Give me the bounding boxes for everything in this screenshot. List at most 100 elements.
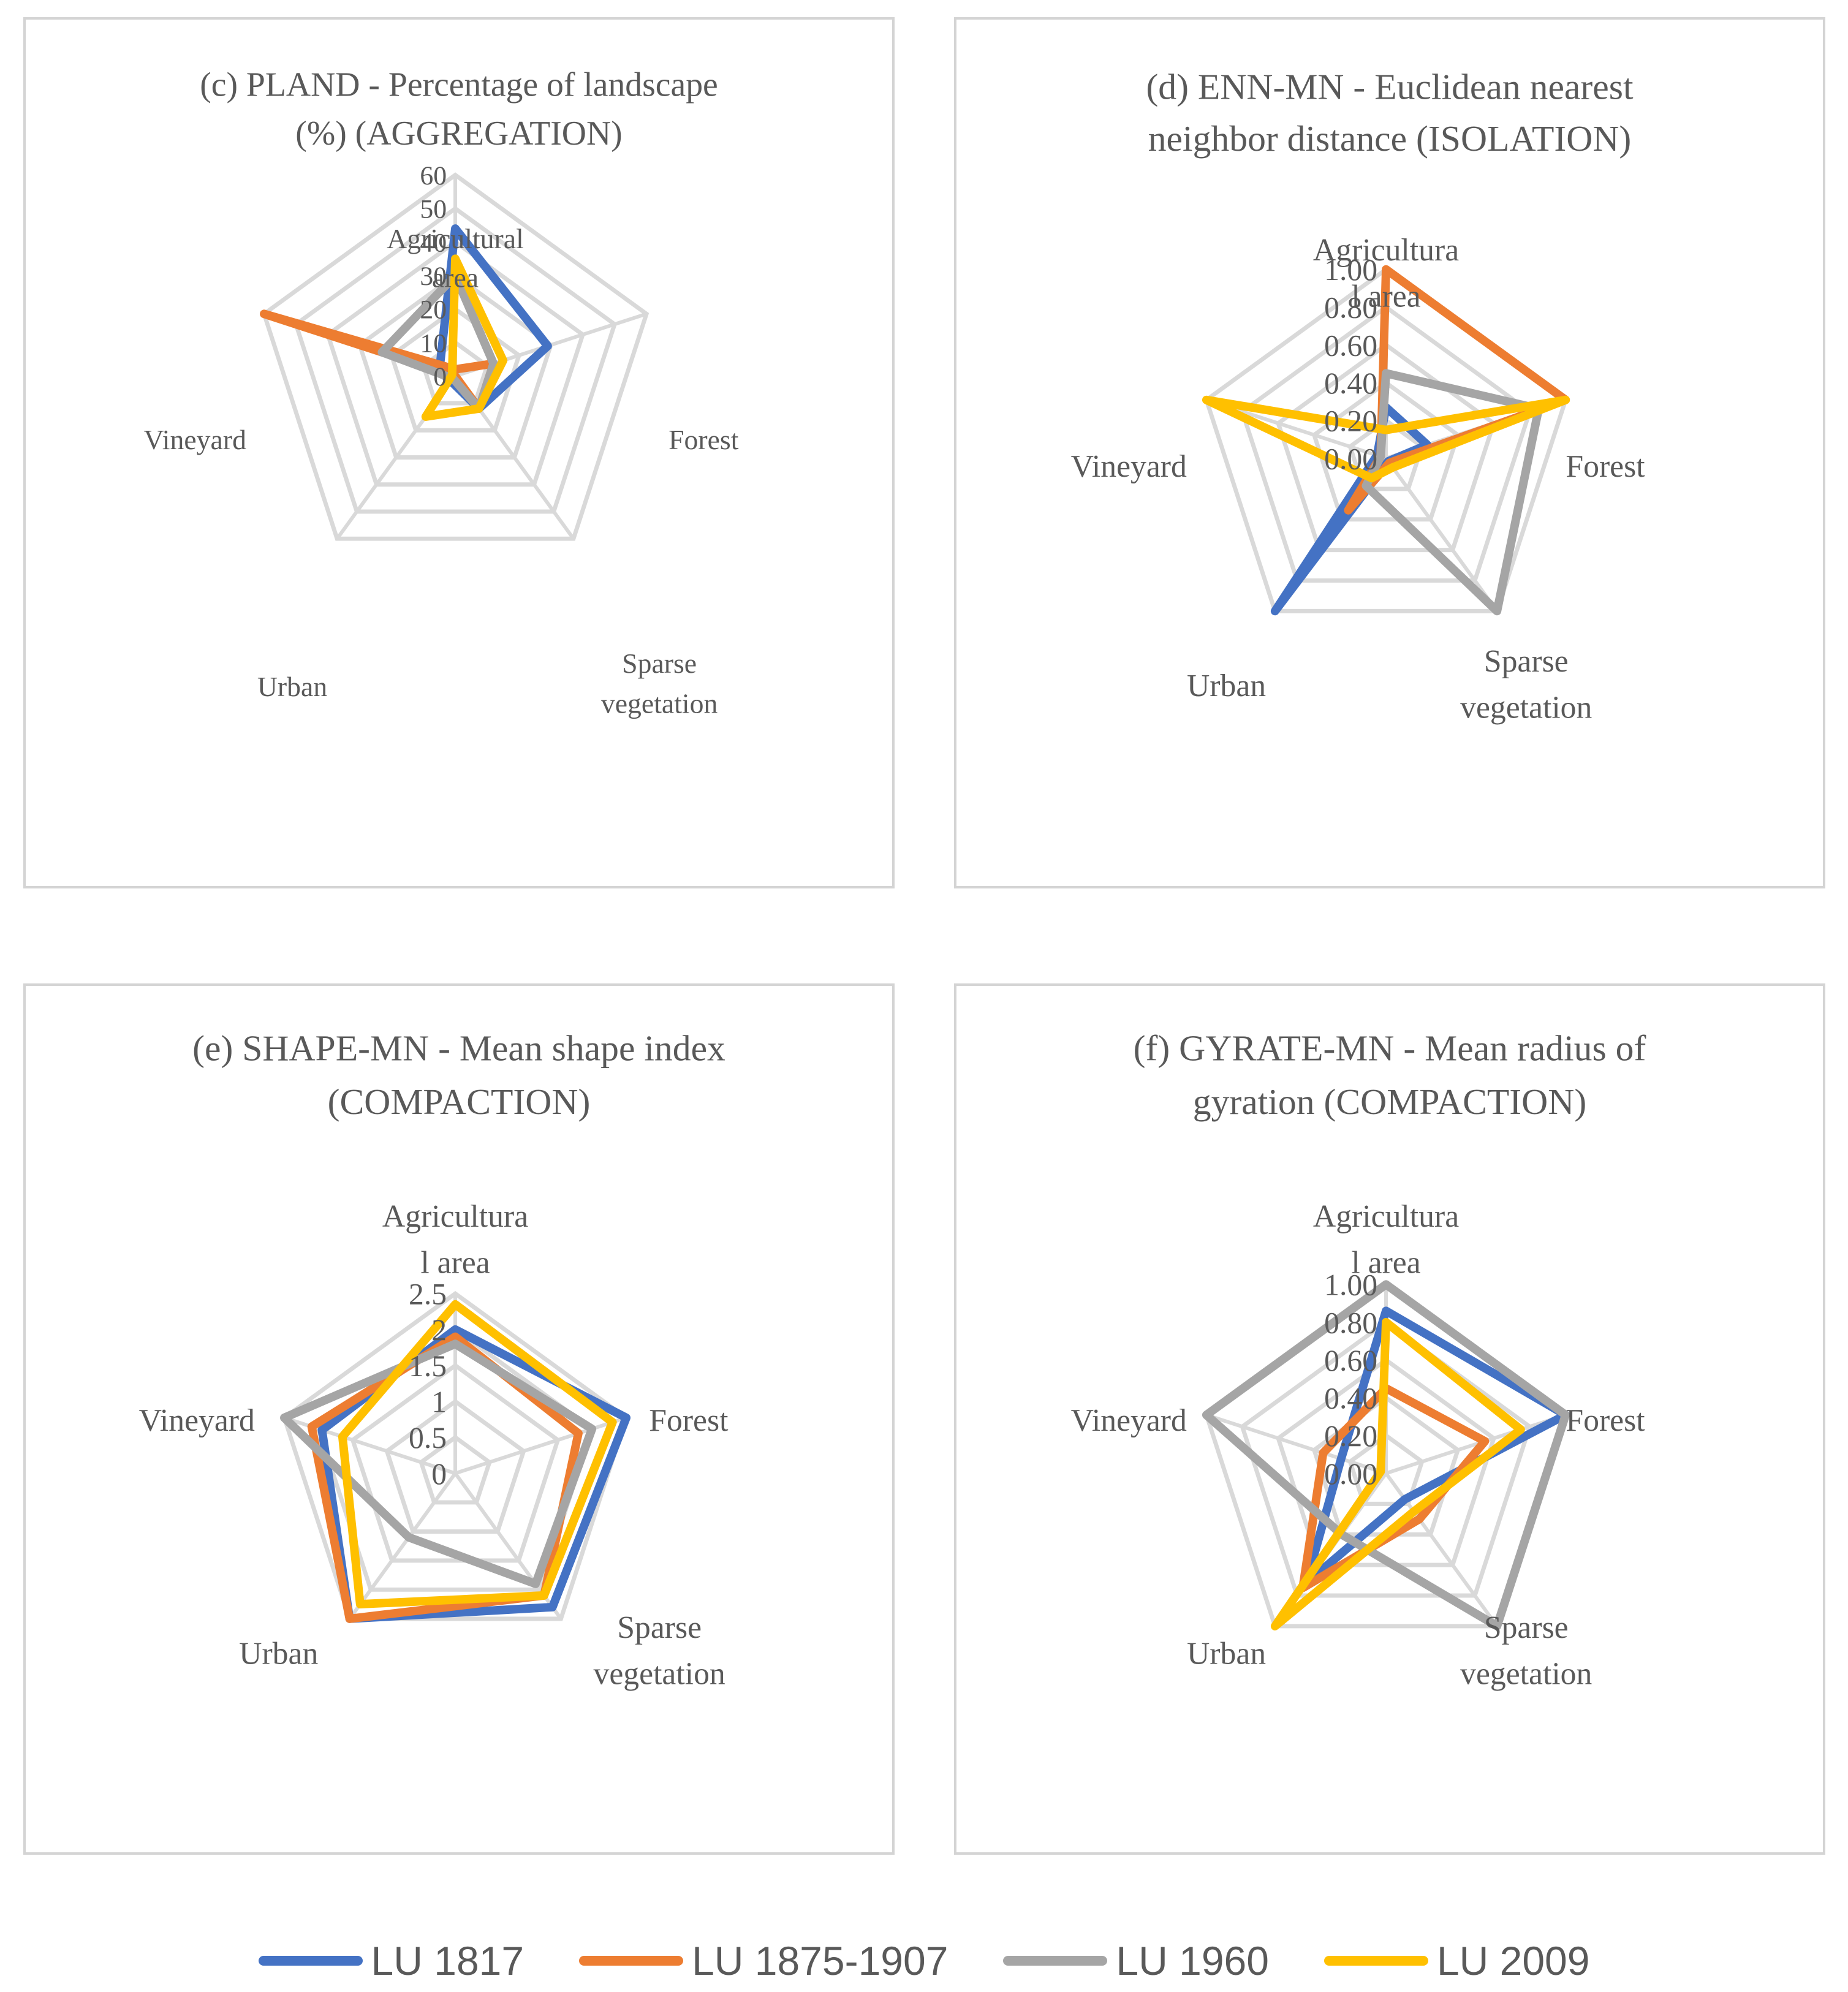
tick-label: 10 <box>420 328 447 358</box>
tick-label: 0.40 <box>1324 366 1377 400</box>
chart-title: gyration (COMPACTION) <box>1193 1081 1586 1122</box>
chart-title: (%) (AGGREGATION) <box>295 115 622 153</box>
category-label: Vineyard <box>144 424 247 455</box>
grid-ring <box>418 1434 492 1505</box>
tick-label: 0 <box>433 362 447 392</box>
series-lu-1960 <box>280 1339 597 1588</box>
chart-title: (c) PLAND - Percentage of landscape <box>200 66 718 104</box>
grid-ring <box>1240 305 1532 583</box>
tick-label: 1.5 <box>409 1349 447 1383</box>
tick-label: 30 <box>420 262 447 291</box>
radar-chart-pland: (c) PLAND - Percentage of landscape (%) (… <box>23 17 895 888</box>
category-label: Forest <box>1566 1403 1645 1438</box>
category-label: Urban <box>1187 668 1266 703</box>
category-label: Urban <box>239 1637 318 1672</box>
legend-label: LU 1817 <box>371 1938 524 1983</box>
grid-ring <box>1276 342 1497 553</box>
grid-ring <box>281 1290 629 1621</box>
category-label: Agricultura l area <box>382 1199 528 1281</box>
tick-label: 50 <box>420 195 447 224</box>
grid-ring <box>350 1363 561 1563</box>
tick-label: 0.00 <box>1324 442 1377 475</box>
category-label: Sparse vegetation <box>594 1610 725 1692</box>
legend-item-lu-1875-1907: LU 1875-1907 <box>579 1937 948 1984</box>
tick-label: 0.80 <box>1324 291 1377 325</box>
tick-label: 0.20 <box>1324 1419 1377 1453</box>
series-lu-2009 <box>338 1300 617 1609</box>
radar-chart-shape: (e) SHAPE-MN - Mean shape index (COMPACTI… <box>23 983 895 1855</box>
tick-label: 0.60 <box>1324 1344 1377 1377</box>
category-label: Forest <box>668 424 739 455</box>
tick-label: 40 <box>420 228 447 257</box>
category-label: Sparse vegetation <box>601 648 718 719</box>
category-label: Forest <box>649 1403 729 1438</box>
legend-swatch <box>1324 1956 1428 1966</box>
tick-label: 2.5 <box>409 1278 447 1311</box>
legend-label: LU 1960 <box>1116 1938 1269 1983</box>
series-lu-2009 <box>421 254 508 421</box>
tick-label: 0.20 <box>1324 404 1377 438</box>
grid-ring <box>293 205 618 514</box>
grid-ring <box>1240 1319 1532 1598</box>
legend-swatch <box>579 1956 684 1966</box>
axis-spoke <box>455 1415 627 1475</box>
tick-label: 1 <box>431 1385 447 1419</box>
grid-ring <box>1347 1433 1425 1506</box>
axis-spoke <box>348 1472 457 1620</box>
grid-ring <box>261 172 649 541</box>
legend-label: LU 2009 <box>1436 1938 1590 1983</box>
tick-label: 0.5 <box>409 1421 447 1455</box>
series-lu-1960 <box>377 271 498 413</box>
category-label: Agricultural area <box>387 223 524 293</box>
category-label: Urban <box>1187 1637 1266 1672</box>
grid-ring <box>384 1398 526 1534</box>
series-lu-1875-1907 <box>307 1332 583 1623</box>
legend-swatch <box>258 1956 363 1966</box>
tick-label: 60 <box>420 161 447 191</box>
series-lu-1960 <box>1361 369 1543 616</box>
series-lu-1960 <box>1202 1280 1570 1630</box>
radar-svg-gyrate: (f) GYRATE-MN - Mean radius of gyration (… <box>1071 1028 1646 1692</box>
series-lu-2009 <box>1270 1317 1525 1630</box>
category-label: Vineyard <box>1071 1403 1187 1438</box>
category-label: Urban <box>257 671 327 702</box>
category-label: Sparse vegetation <box>1460 644 1592 725</box>
legend-item-lu-1960: LU 1960 <box>1003 1937 1269 1984</box>
category-label: Forest <box>1566 449 1645 484</box>
tick-label: 0 <box>431 1457 447 1491</box>
radar-chart-enn: (d) ENN-MN - Euclidean nearest neighbor d… <box>954 17 1825 888</box>
legend-item-lu-2009: LU 2009 <box>1324 1937 1590 1984</box>
grid-ring <box>325 239 586 487</box>
radar-svg-shape: (e) SHAPE-MN - Mean shape index (COMPACTI… <box>139 1028 729 1692</box>
tick-label: 2 <box>431 1313 447 1347</box>
axis-spoke <box>1384 457 1499 613</box>
legend: LU 1817 LU 1875-1907 LU 1960 LU 2009 <box>0 1930 1848 1991</box>
axis-spoke <box>1205 1413 1387 1475</box>
chart-title: neighbor distance (ISOLATION) <box>1148 118 1632 159</box>
legend-item-lu-1817: LU 1817 <box>258 1937 524 1984</box>
chart-title: (d) ENN-MN - Euclidean nearest <box>1146 66 1634 107</box>
category-label: Vineyard <box>1071 449 1187 484</box>
grid-ring <box>1347 417 1425 491</box>
grid-ring <box>1311 380 1461 522</box>
category-label: Agricultura l area <box>1313 233 1459 314</box>
tick-label: 0.00 <box>1324 1457 1377 1491</box>
radar-chart-gyrate: (f) GYRATE-MN - Mean radius of gyration (… <box>954 983 1825 1855</box>
tick-label: 1.00 <box>1324 253 1377 287</box>
chart-title: (COMPACTION) <box>328 1081 591 1122</box>
chart-title: (f) GYRATE-MN - Mean radius of <box>1134 1028 1646 1068</box>
category-label: Vineyard <box>139 1403 255 1438</box>
axis-spoke <box>1385 1413 1567 1475</box>
tick-label: 0.60 <box>1324 328 1377 362</box>
radar-svg-enn: (d) ENN-MN - Euclidean nearest neighbor d… <box>1071 66 1646 725</box>
tick-label: 20 <box>420 295 447 325</box>
grid-ring <box>388 306 522 433</box>
series-lu-1817 <box>317 1325 631 1623</box>
category-label: Sparse vegetation <box>1460 1610 1592 1692</box>
radar-svg-pland: (c) PLAND - Percentage of landscape (%) (… <box>144 66 739 719</box>
legend-swatch <box>1003 1956 1108 1966</box>
series-lu-2009 <box>1202 395 1570 483</box>
chart-title: (e) SHAPE-MN - Mean shape index <box>192 1028 725 1068</box>
tick-label: 0.80 <box>1324 1306 1377 1339</box>
tick-label: 1.00 <box>1324 1268 1377 1302</box>
